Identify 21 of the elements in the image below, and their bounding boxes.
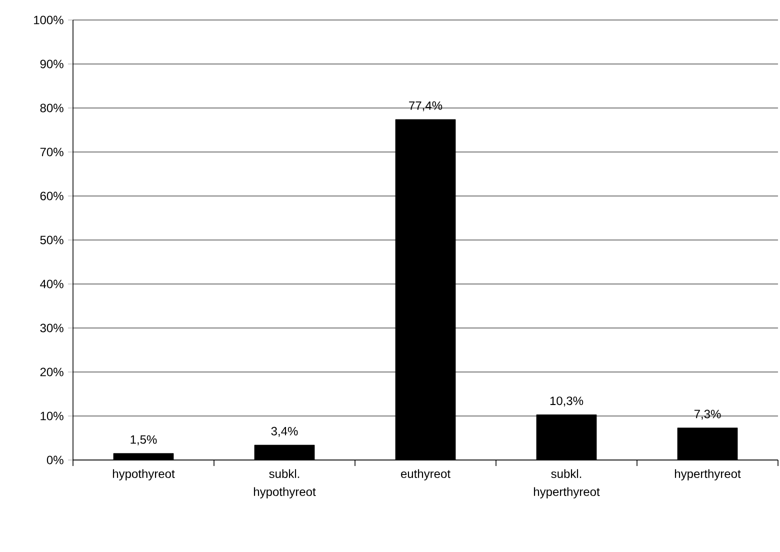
y-tick-label: 0% <box>46 456 64 464</box>
x-tick-label: hyperthyreot <box>674 469 741 480</box>
x-tick-label: euthyreot <box>401 469 450 480</box>
y-tick-label: 20% <box>40 368 64 376</box>
y-tick-label: 50% <box>40 236 64 244</box>
data-label: 1,5% <box>130 435 157 446</box>
data-label: 10,3% <box>550 396 584 406</box>
y-tick-label: 60% <box>40 192 64 200</box>
data-label: 3,4% <box>271 426 298 437</box>
y-tick-label: 70% <box>40 148 64 156</box>
y-tick-label: 100% <box>34 16 64 24</box>
x-tick-label: subkl. hypothyreot <box>254 469 316 498</box>
y-tick-label: 90% <box>40 60 64 68</box>
data-label: 77,4% <box>409 101 442 112</box>
y-tick-label: 80% <box>40 104 64 112</box>
x-tick-label: hypothyreot <box>112 469 175 480</box>
y-tick-label: 30% <box>40 324 64 332</box>
x-tick-label: subkl. hyperthyreot <box>534 469 600 498</box>
data-label: 7,3% <box>694 410 721 420</box>
y-tick-label: 10% <box>40 412 64 420</box>
y-tick-label: 40% <box>40 280 64 288</box>
